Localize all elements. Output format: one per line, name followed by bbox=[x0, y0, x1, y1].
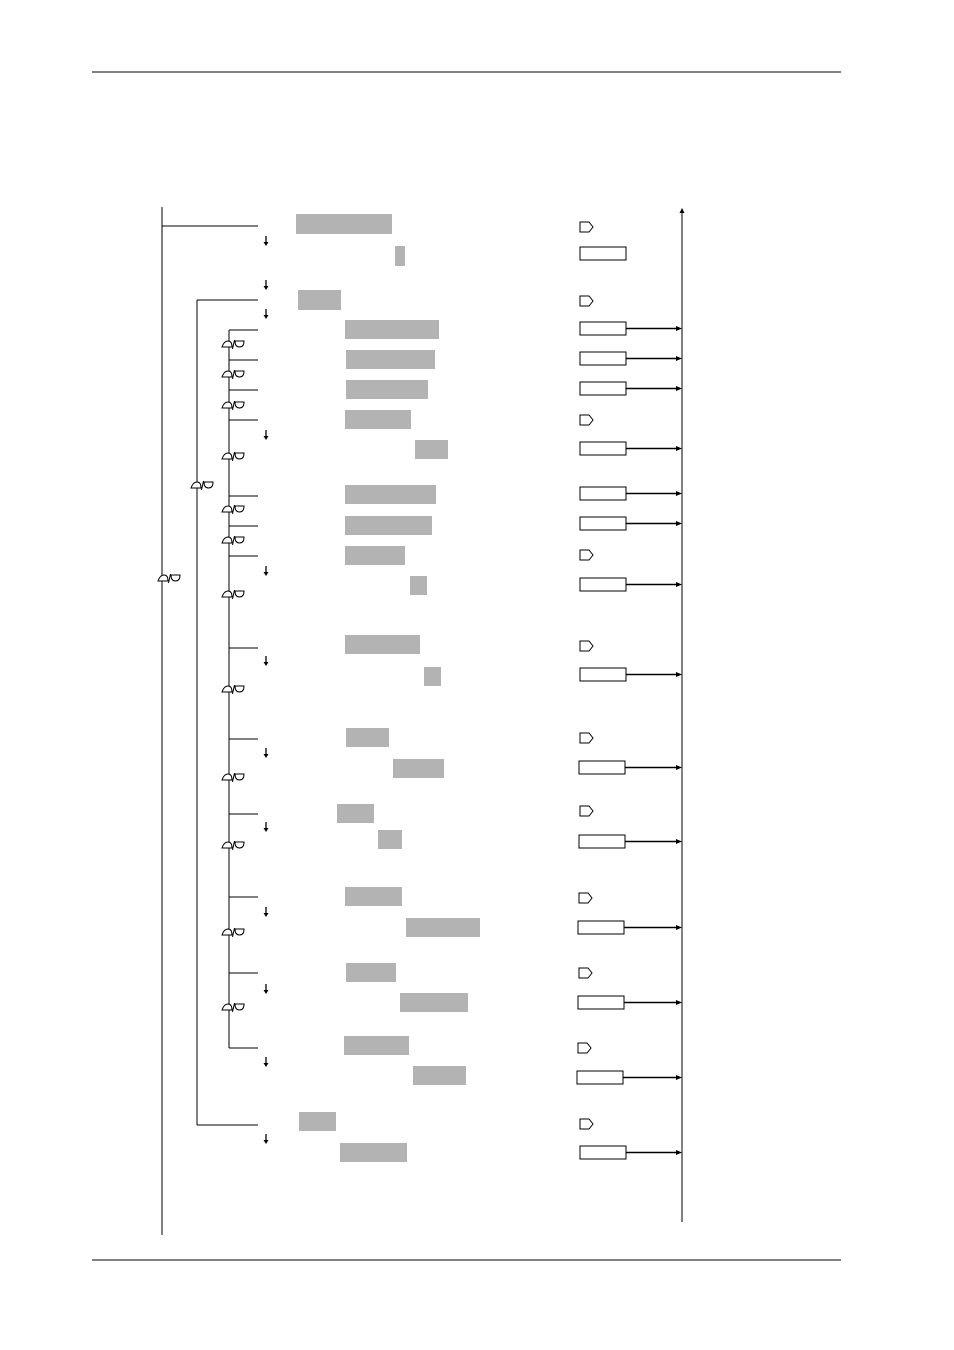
left-main-line bbox=[161, 207, 258, 1235]
menu-field bbox=[345, 635, 420, 654]
menu-field bbox=[298, 290, 341, 310]
menu-field bbox=[346, 380, 428, 399]
up-down-arrow-keys-icon bbox=[221, 684, 245, 695]
menu-field bbox=[344, 1036, 409, 1055]
menu-field bbox=[393, 759, 444, 778]
enter-key-icon bbox=[579, 221, 594, 233]
up-down-arrow-keys-icon bbox=[157, 573, 181, 584]
value-box bbox=[579, 516, 627, 531]
up-down-arrow-keys-icon bbox=[221, 1002, 245, 1013]
up-down-arrow-keys-icon bbox=[221, 504, 245, 515]
right-arrow-icon bbox=[676, 356, 682, 361]
menu-field bbox=[395, 246, 405, 266]
menu-field bbox=[345, 516, 432, 535]
up-down-arrow-keys-icon bbox=[221, 369, 245, 380]
value-box bbox=[578, 834, 626, 849]
enter-key-icon bbox=[579, 640, 594, 652]
menu-field bbox=[345, 546, 405, 565]
small-down-arrow-icon bbox=[262, 279, 270, 291]
right-arrow-icon bbox=[676, 765, 682, 770]
level2-bracket-line bbox=[196, 299, 258, 1126]
right-arrow-icon bbox=[676, 1000, 682, 1005]
menu-field bbox=[346, 728, 389, 747]
value-box bbox=[579, 441, 627, 456]
right-arrow-icon bbox=[676, 386, 682, 391]
value-box bbox=[579, 246, 627, 261]
enter-key-icon bbox=[579, 295, 594, 307]
up-down-arrow-keys-icon bbox=[221, 400, 245, 411]
menu-field bbox=[345, 485, 436, 504]
small-down-arrow-icon bbox=[262, 1056, 270, 1068]
menu-field bbox=[406, 918, 480, 937]
small-down-arrow-icon bbox=[262, 655, 270, 667]
enter-key-icon bbox=[579, 805, 594, 817]
small-down-arrow-icon bbox=[262, 235, 270, 247]
small-down-arrow-icon bbox=[262, 821, 270, 833]
up-down-arrow-keys-icon bbox=[221, 339, 245, 350]
menu-field bbox=[296, 214, 392, 234]
value-box bbox=[579, 321, 627, 336]
menu-field bbox=[345, 410, 411, 429]
enter-key-icon bbox=[579, 732, 594, 744]
enter-key-icon bbox=[577, 1042, 592, 1054]
menu-field bbox=[299, 1112, 336, 1131]
up-down-arrow-keys-icon bbox=[221, 589, 245, 600]
value-box bbox=[579, 667, 627, 682]
menu-field bbox=[378, 830, 402, 849]
small-down-arrow-icon bbox=[262, 565, 270, 577]
enter-key-icon bbox=[578, 967, 593, 979]
right-arrow-icon bbox=[676, 491, 682, 496]
small-down-arrow-icon bbox=[262, 1133, 270, 1145]
right-arrow-icon bbox=[676, 672, 682, 677]
menu-field bbox=[424, 667, 441, 686]
menu-field bbox=[345, 320, 439, 339]
up-down-arrow-keys-icon bbox=[221, 451, 245, 462]
enter-key-icon bbox=[579, 549, 594, 561]
value-box bbox=[578, 760, 626, 775]
small-down-arrow-icon bbox=[262, 983, 270, 995]
up-down-arrow-keys-icon bbox=[190, 480, 214, 491]
right-arrow-icon bbox=[676, 1150, 682, 1155]
menu-field bbox=[400, 993, 468, 1012]
right-arrow-icon bbox=[676, 446, 682, 451]
menu-field bbox=[413, 1066, 466, 1085]
value-box bbox=[579, 351, 627, 366]
enter-key-icon bbox=[579, 414, 594, 426]
up-down-arrow-keys-icon bbox=[221, 927, 245, 938]
small-down-arrow-icon bbox=[262, 906, 270, 918]
right-arrow-icon bbox=[676, 582, 682, 587]
value-box bbox=[576, 1070, 624, 1085]
value-box bbox=[579, 381, 627, 396]
value-box bbox=[579, 486, 627, 501]
right-arrow-icon bbox=[676, 925, 682, 930]
small-down-arrow-icon bbox=[262, 429, 270, 441]
up-down-arrow-keys-icon bbox=[221, 535, 245, 546]
small-down-arrow-icon bbox=[262, 308, 270, 320]
up-down-arrow-keys-icon bbox=[221, 772, 245, 783]
menu-field bbox=[340, 1143, 407, 1162]
enter-key-icon bbox=[579, 1118, 594, 1130]
menu-field bbox=[410, 576, 427, 595]
up-down-arrow-keys-icon bbox=[221, 840, 245, 851]
value-box bbox=[577, 920, 625, 935]
right-arrow-icon bbox=[676, 326, 682, 331]
up-arrow-icon bbox=[679, 208, 685, 213]
right-arrow-icon bbox=[676, 521, 682, 526]
value-box bbox=[577, 995, 625, 1010]
menu-field bbox=[415, 440, 448, 459]
value-box bbox=[579, 577, 627, 592]
menu-field bbox=[346, 963, 396, 982]
menu-field bbox=[346, 350, 435, 369]
value-box bbox=[579, 1145, 627, 1160]
right-arrow-icon bbox=[676, 839, 682, 844]
menu-field bbox=[345, 887, 402, 906]
right-arrow-icon bbox=[676, 1075, 682, 1080]
enter-key-icon bbox=[578, 892, 593, 904]
small-down-arrow-icon bbox=[262, 747, 270, 759]
menu-field bbox=[337, 804, 374, 823]
